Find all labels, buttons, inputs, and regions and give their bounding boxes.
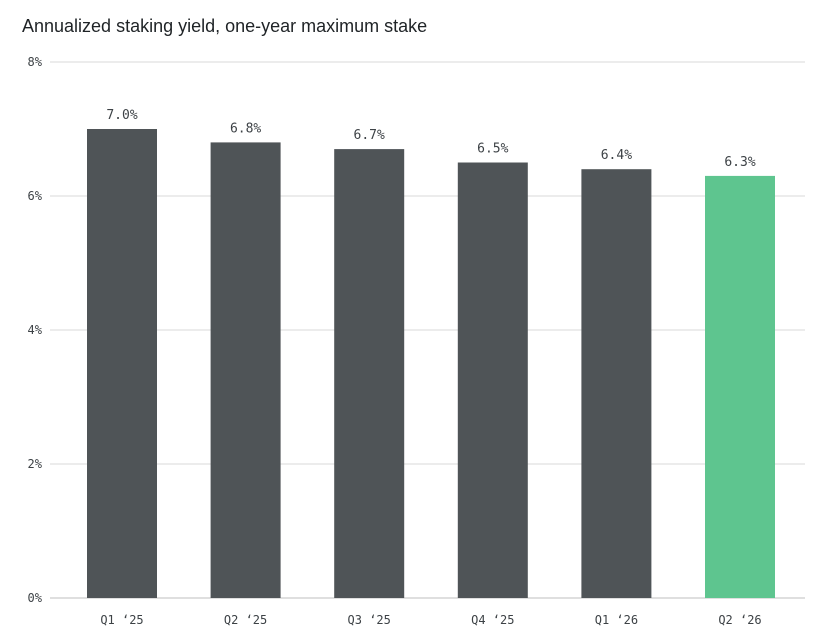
y-tick-label: 2% xyxy=(28,457,43,471)
y-tick-label: 0% xyxy=(28,591,43,605)
gridlines xyxy=(50,61,805,599)
data-label: 6.3% xyxy=(724,155,755,170)
data-label: 6.7% xyxy=(354,128,385,143)
y-tick-label: 4% xyxy=(28,323,43,337)
y-tick-label: 8% xyxy=(28,55,43,69)
data-label: 7.0% xyxy=(106,108,137,123)
x-tick-label: Q1 ‘26 xyxy=(595,613,638,627)
data-label: 6.5% xyxy=(477,142,508,157)
bar xyxy=(334,149,405,598)
bar xyxy=(210,142,281,598)
x-tick-label: Q2 ‘25 xyxy=(224,613,267,627)
y-axis-ticks: 0% 2% 4% 6% 8% xyxy=(28,55,43,605)
bar xyxy=(87,129,157,598)
bar xyxy=(457,162,528,598)
data-labels: 7.0% 6.8% 6.7% 6.5% 6.4% 6.3% xyxy=(106,108,755,170)
bar xyxy=(581,169,652,598)
bar xyxy=(705,175,775,598)
x-tick-label: Q2 ‘26 xyxy=(718,613,761,627)
x-tick-label: Q3 ‘25 xyxy=(348,613,391,627)
x-axis-ticks: Q1 ‘25 Q2 ‘25 Q3 ‘25 Q4 ‘25 Q1 ‘26 Q2 ‘26 xyxy=(100,613,761,627)
data-label: 6.8% xyxy=(230,121,261,136)
chart-title: Annualized staking yield, one-year maxim… xyxy=(22,16,428,36)
x-tick-label: Q4 ‘25 xyxy=(471,613,514,627)
bars xyxy=(87,129,775,598)
x-tick-label: Q1 ‘25 xyxy=(100,613,143,627)
data-label: 6.4% xyxy=(601,148,632,163)
y-tick-label: 6% xyxy=(28,189,43,203)
